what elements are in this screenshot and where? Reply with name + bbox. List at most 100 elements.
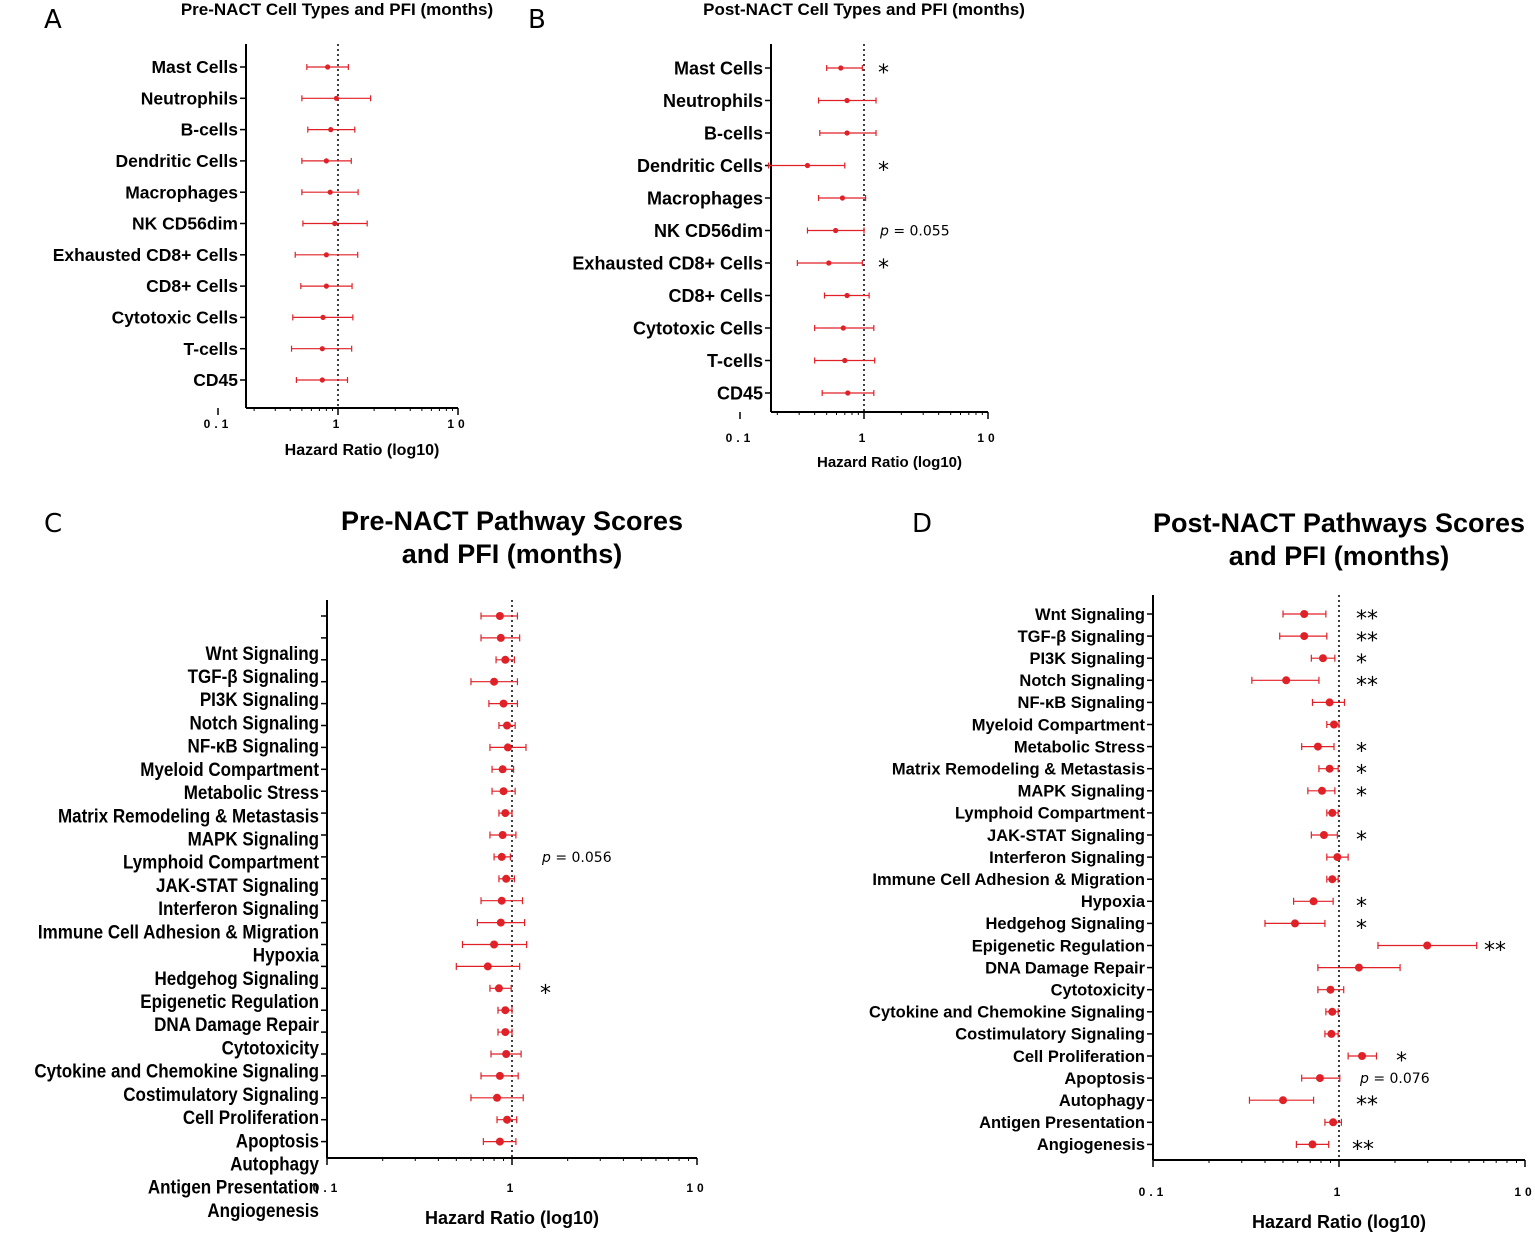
hazard-ratio-point: [501, 655, 510, 664]
hazard-ratio-point: [832, 227, 839, 234]
hazard-ratio-point: [483, 962, 492, 971]
category-label: Hypoxia: [1081, 893, 1146, 911]
chart-title: Pre-NACT Cell Types and PFI (months): [181, 0, 493, 19]
category-label: Mast Cells: [151, 57, 238, 77]
hazard-ratio-point: [501, 809, 510, 818]
category-label: NF-κB Signaling: [188, 735, 319, 757]
category-label: CD8+ Cells: [668, 286, 763, 306]
x-axis-label: Hazard Ratio (log10): [285, 442, 440, 459]
category-label: Macrophages: [125, 182, 238, 202]
hazard-ratio-point: [1330, 720, 1339, 729]
chart-title-line: and PFI (months): [402, 539, 622, 569]
significance-marker: *: [1356, 894, 1367, 919]
category-label: Dendritic Cells: [115, 151, 238, 171]
category-label: Notch Signaling: [1019, 672, 1145, 690]
category-label: B-cells: [181, 120, 239, 140]
category-label: Hypoxia: [253, 943, 320, 965]
hazard-ratio-point: [1333, 853, 1342, 862]
category-label: Dendritic Cells: [637, 156, 763, 176]
category-label: Notch Signaling: [189, 711, 319, 733]
hazard-ratio-point: [839, 195, 846, 201]
category-label: Immune Cell Adhesion & Migration: [872, 871, 1145, 889]
significance-marker: **: [1352, 1137, 1374, 1162]
category-label: Cytotoxic Cells: [112, 308, 239, 328]
hazard-ratio-point: [333, 95, 340, 101]
category-label: Mast Cells: [674, 58, 763, 78]
hazard-ratio-point: [498, 765, 507, 774]
category-label: CD45: [717, 383, 763, 403]
significance-marker: **: [1356, 607, 1378, 632]
category-label: Cytotoxicity: [1051, 981, 1146, 999]
hazard-ratio-point: [1315, 1074, 1324, 1083]
hazard-ratio-point: [1326, 985, 1335, 994]
chart-title: Post-NACT Cell Types and PFI (months): [703, 0, 1025, 19]
category-label: Metabolic Stress: [1014, 738, 1145, 756]
hazard-ratio-point: [1328, 1007, 1337, 1016]
category-label: Cell Proliferation: [1013, 1048, 1145, 1066]
x-tick-label: 0.1: [1139, 1185, 1168, 1199]
category-label: MAPK Signaling: [1018, 783, 1145, 801]
category-label: Exhausted CD8+ Cells: [53, 245, 239, 265]
x-tick-label: 1: [1334, 1185, 1345, 1199]
x-axis-label: Hazard Ratio (log10): [817, 454, 962, 471]
hazard-ratio-point: [501, 1028, 510, 1037]
category-label: NK CD56dim: [132, 214, 238, 234]
hazard-ratio-point: [1354, 963, 1363, 972]
significance-marker: *: [540, 981, 551, 1006]
hazard-ratio-point: [1313, 742, 1322, 751]
significance-marker: *: [1356, 762, 1367, 787]
panel-a: A Pre-NACT Cell Types and PFI (months) 0.1…: [44, 0, 493, 459]
category-label: Hedgehog Signaling: [154, 967, 319, 989]
significance-marker: **: [1356, 629, 1378, 654]
hazard-ratio-point: [1328, 875, 1337, 884]
hazard-ratio-point: [490, 940, 499, 949]
x-axis-label: Hazard Ratio (log10): [1252, 1212, 1426, 1232]
hazard-ratio-point: [327, 189, 333, 195]
panel-letter: B: [528, 5, 546, 35]
hazard-ratio-point: [320, 314, 326, 320]
category-label: MAPK Signaling: [188, 827, 319, 849]
category-label: Wnt Signaling: [206, 642, 319, 664]
hazard-ratio-point: [1358, 1052, 1367, 1060]
significance-marker: **: [1356, 1093, 1378, 1118]
hazard-ratio-point: [1309, 897, 1318, 906]
significance-marker: *: [1356, 784, 1367, 809]
hazard-ratio-point: [1282, 676, 1291, 685]
category-label: Costimulatory Signaling: [123, 1083, 319, 1105]
chart-title-line: and PFI (months): [1229, 541, 1449, 571]
category-label: Angiogenesis: [1037, 1136, 1145, 1154]
chart-title-line: Pre-NACT Pathway Scores: [341, 506, 683, 536]
category-label: TGF-β Signaling: [188, 665, 319, 687]
hazard-ratio-point: [496, 633, 505, 642]
significance-marker: *: [878, 61, 889, 86]
category-label: Epigenetic Regulation: [140, 990, 319, 1012]
category-label: B-cells: [704, 123, 763, 143]
hazard-ratio-point: [498, 831, 507, 839]
category-label: DNA Damage Repair: [985, 959, 1145, 977]
category-label: Apoptosis: [1064, 1070, 1145, 1088]
significance-marker: *: [1396, 1049, 1407, 1074]
hazard-ratio-point: [844, 97, 850, 104]
category-label: Matrix Remodeling & Metastasis: [892, 760, 1145, 778]
significance-marker: *: [1356, 740, 1367, 765]
p-value-label: p = 0.055: [879, 224, 950, 240]
category-label: Interferon Signaling: [158, 897, 319, 919]
category-label: T-cells: [184, 339, 239, 359]
hazard-ratio-point: [323, 283, 329, 289]
category-label: Cytokine and Chemokine Signaling: [869, 1004, 1145, 1022]
hazard-ratio-point: [503, 721, 512, 730]
hazard-ratio-point: [497, 896, 506, 905]
hazard-ratio-point: [1319, 831, 1328, 839]
category-label: Autophagy: [230, 1152, 320, 1174]
p-value-label: p = 0.056: [541, 850, 612, 866]
category-label: Wnt Signaling: [1035, 606, 1145, 624]
hazard-ratio-point: [503, 743, 512, 752]
hazard-ratio-point: [325, 64, 331, 70]
category-label: Epigenetic Regulation: [972, 937, 1145, 955]
panel-letter: D: [912, 509, 932, 539]
chart-title-line: Post-NACT Pathways Scores: [1153, 508, 1525, 538]
hazard-ratio-point: [838, 65, 844, 71]
category-label: CD8+ Cells: [146, 276, 238, 296]
hazard-ratio-point: [319, 346, 325, 352]
